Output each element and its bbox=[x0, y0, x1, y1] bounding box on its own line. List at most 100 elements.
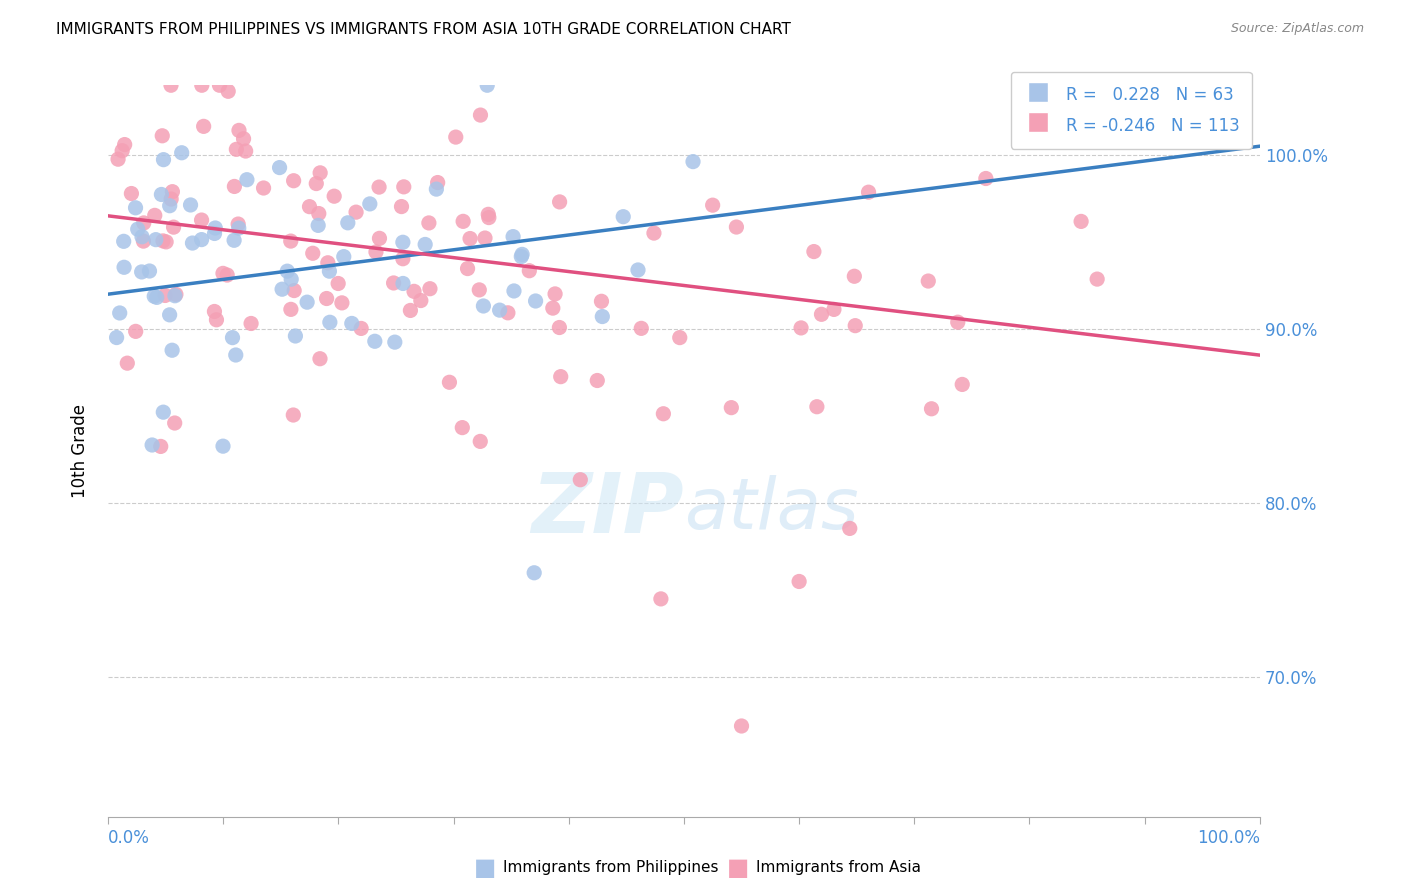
Point bbox=[105, 330, 128, 344]
Text: ■: ■ bbox=[474, 856, 496, 880]
Point bbox=[425, 182, 447, 196]
Text: 100.0%: 100.0% bbox=[1197, 829, 1260, 847]
Point bbox=[323, 189, 346, 203]
Point bbox=[276, 264, 298, 278]
Point bbox=[650, 591, 672, 606]
Point bbox=[503, 284, 526, 298]
Point bbox=[478, 211, 501, 225]
Point bbox=[315, 292, 337, 306]
Point bbox=[162, 185, 184, 199]
Point bbox=[548, 320, 571, 334]
Point bbox=[627, 263, 650, 277]
Point bbox=[974, 171, 997, 186]
Point bbox=[309, 351, 332, 366]
Point bbox=[359, 197, 381, 211]
Point bbox=[333, 250, 356, 264]
Point bbox=[413, 237, 436, 252]
Point bbox=[858, 185, 880, 199]
Point bbox=[108, 306, 131, 320]
Point bbox=[541, 301, 564, 315]
Point bbox=[271, 282, 294, 296]
Point bbox=[127, 222, 149, 236]
Point bbox=[204, 227, 226, 241]
Point bbox=[1085, 272, 1108, 286]
Point bbox=[152, 405, 174, 419]
Text: ZIP: ZIP bbox=[531, 469, 683, 549]
Text: atlas: atlas bbox=[683, 475, 859, 544]
Point bbox=[165, 287, 187, 301]
Point bbox=[643, 226, 665, 240]
Point bbox=[392, 252, 415, 266]
Point bbox=[426, 176, 449, 190]
Point bbox=[190, 213, 212, 227]
Point bbox=[950, 377, 973, 392]
Point bbox=[544, 287, 567, 301]
Point bbox=[149, 439, 172, 453]
Point bbox=[350, 321, 373, 335]
Point bbox=[803, 244, 825, 259]
Point bbox=[150, 128, 173, 143]
Point bbox=[143, 289, 166, 303]
Point bbox=[217, 268, 239, 282]
Point bbox=[131, 229, 153, 244]
Point bbox=[180, 198, 202, 212]
Point bbox=[550, 369, 572, 384]
Point bbox=[269, 161, 291, 175]
Point bbox=[138, 264, 160, 278]
Point bbox=[444, 130, 467, 145]
Point bbox=[150, 187, 173, 202]
Point bbox=[319, 315, 342, 329]
Point bbox=[160, 78, 183, 93]
Point bbox=[474, 231, 496, 245]
Point bbox=[652, 407, 675, 421]
Point bbox=[226, 217, 249, 231]
Point bbox=[208, 78, 231, 93]
Point bbox=[810, 307, 832, 321]
Point bbox=[725, 220, 748, 235]
Y-axis label: 10th Grade: 10th Grade bbox=[72, 404, 89, 498]
Point bbox=[790, 321, 813, 335]
Point bbox=[217, 84, 239, 98]
Text: Immigrants from Philippines: Immigrants from Philippines bbox=[503, 861, 718, 875]
Point bbox=[402, 285, 425, 299]
Point bbox=[163, 289, 186, 303]
Point bbox=[502, 229, 524, 244]
Point bbox=[946, 315, 969, 329]
Point bbox=[152, 234, 174, 248]
Point bbox=[496, 306, 519, 320]
Point bbox=[391, 200, 413, 214]
Point bbox=[470, 434, 492, 449]
Point bbox=[523, 566, 546, 580]
Point bbox=[224, 233, 246, 247]
Text: IMMIGRANTS FROM PHILIPPINES VS IMMIGRANTS FROM ASIA 10TH GRADE CORRELATION CHART: IMMIGRANTS FROM PHILIPPINES VS IMMIGRANT… bbox=[56, 22, 792, 37]
Point bbox=[221, 331, 243, 345]
Point bbox=[612, 210, 634, 224]
Point bbox=[470, 108, 492, 122]
Point bbox=[205, 313, 228, 327]
Point bbox=[141, 438, 163, 452]
Point bbox=[419, 282, 441, 296]
Point bbox=[409, 293, 432, 308]
Point bbox=[190, 233, 212, 247]
Point bbox=[112, 260, 135, 275]
Point bbox=[844, 318, 866, 333]
Point bbox=[458, 231, 481, 245]
Point bbox=[921, 401, 943, 416]
Text: Source: ZipAtlas.com: Source: ZipAtlas.com bbox=[1230, 22, 1364, 36]
Point bbox=[159, 308, 181, 322]
Point bbox=[308, 206, 330, 220]
Point bbox=[117, 356, 139, 370]
Point bbox=[224, 179, 246, 194]
Point bbox=[143, 208, 166, 222]
Point bbox=[298, 200, 321, 214]
Point bbox=[316, 256, 339, 270]
Point bbox=[364, 244, 387, 259]
Point bbox=[228, 123, 250, 137]
Point bbox=[340, 317, 363, 331]
Text: ■: ■ bbox=[727, 856, 749, 880]
Point bbox=[586, 374, 609, 388]
Point bbox=[823, 302, 845, 317]
Point bbox=[418, 216, 440, 230]
Point bbox=[228, 221, 250, 235]
Point bbox=[344, 205, 367, 219]
